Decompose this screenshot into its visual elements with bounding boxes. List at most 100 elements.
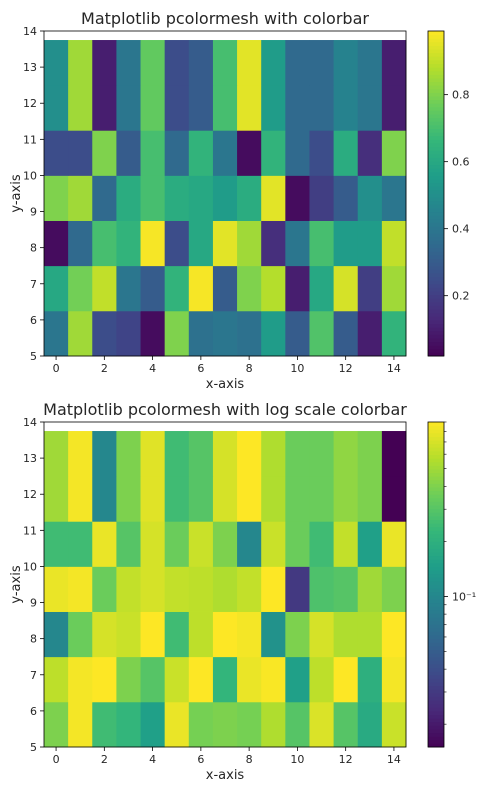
heatmap-cell — [116, 130, 141, 176]
heatmap-cell — [68, 220, 93, 267]
heatmap-cell — [188, 521, 214, 567]
colorbar-tick-label: 0.4 — [452, 223, 470, 236]
colorbar-strip — [428, 106, 444, 111]
colorbar-strip — [428, 117, 444, 122]
colorbar-strip — [428, 200, 444, 205]
colorbar-strip — [428, 497, 444, 502]
y-tick-label: 14 — [23, 25, 37, 38]
heatmap-cell — [44, 431, 69, 477]
colorbar-strip — [428, 609, 444, 614]
heatmap-cell — [140, 175, 166, 221]
heatmap-cell — [357, 566, 383, 612]
heatmap-cell — [309, 701, 334, 748]
heatmap-cell — [116, 220, 141, 267]
colorbar-strip — [428, 197, 444, 202]
colorbar-strip — [428, 352, 444, 357]
heatmap-cell — [357, 130, 383, 176]
heatmap-cell — [357, 265, 383, 312]
heatmap-cell — [309, 656, 334, 703]
x-tick-label: 0 — [53, 362, 60, 375]
heatmap-cell — [68, 85, 93, 131]
y-tick-label: 9 — [30, 206, 37, 219]
heatmap-cell — [44, 476, 69, 522]
colorbar-strip — [428, 337, 444, 343]
heatmap-cell — [212, 431, 238, 477]
colorbar-strip — [428, 425, 444, 430]
colorbar-strip — [428, 189, 444, 194]
colorbar-strip — [428, 580, 444, 585]
colorbar-strip — [428, 494, 444, 499]
heatmap-cell — [164, 521, 190, 567]
heatmap-cell — [261, 40, 286, 86]
heatmap-cell — [333, 85, 359, 131]
heatmap-cell — [309, 521, 334, 567]
colorbar-strip — [428, 31, 444, 36]
heatmap-cell — [212, 130, 238, 176]
colorbar-strip — [428, 710, 444, 715]
colorbar-strip — [428, 150, 444, 155]
colorbar-strip — [428, 139, 444, 144]
heatmap-cell — [357, 521, 383, 567]
heatmap-cell — [237, 130, 262, 176]
colorbar-strip — [428, 454, 444, 459]
colorbar-strip — [428, 638, 444, 643]
heatmap-cell — [381, 431, 407, 477]
colorbar-strip — [428, 330, 444, 335]
colorbar-strip — [428, 533, 444, 539]
colorbar-strip — [428, 291, 444, 296]
colorbar-strip — [428, 114, 444, 119]
colorbar-strip — [428, 537, 444, 542]
heatmap-cell — [164, 431, 190, 477]
colorbar-strip — [428, 298, 444, 303]
y-axis-label: y-axis — [9, 565, 24, 603]
x-tick-label: 14 — [387, 753, 401, 766]
heatmap-cell — [92, 431, 117, 477]
heatmap-cell — [188, 701, 214, 748]
heatmap-cell — [140, 85, 166, 131]
colorbar-strip — [428, 468, 444, 474]
heatmap-cell — [381, 220, 407, 267]
heatmap-cell — [188, 220, 214, 267]
x-tick-label: 6 — [197, 362, 204, 375]
heatmap-cell — [381, 265, 407, 312]
heatmap-cell — [333, 175, 359, 221]
y-tick-label: 7 — [30, 669, 37, 682]
heatmap-cell — [357, 40, 383, 86]
colorbar-strip — [428, 483, 444, 488]
heatmap-cell — [309, 220, 334, 267]
x-tick-label: 4 — [149, 362, 156, 375]
heatmap-cell — [381, 175, 407, 221]
colorbar-strip — [428, 341, 444, 346]
heatmap-cell — [333, 310, 359, 357]
heatmap-cell — [381, 130, 407, 176]
x-tick-label: 8 — [246, 753, 253, 766]
colorbar-strip — [428, 732, 444, 737]
colorbar-strip — [428, 161, 444, 166]
heatmap-cell — [357, 656, 383, 703]
colorbar-tick-label: 0.6 — [452, 156, 470, 169]
heatmap-cell — [140, 220, 166, 267]
heatmap-cell — [237, 701, 262, 748]
colorbar-strip — [428, 552, 444, 557]
heatmap-cell — [285, 175, 310, 221]
colorbar-strip — [428, 562, 444, 567]
heatmap-cell — [188, 130, 214, 176]
heatmap-cell — [188, 656, 214, 703]
heatmap-cell — [44, 701, 69, 748]
heatmap-cell — [333, 611, 359, 658]
heatmap-cell — [116, 521, 141, 567]
heatmap-cell — [140, 431, 166, 477]
colorbar-strip — [428, 523, 444, 528]
heatmap-cell — [381, 521, 407, 567]
heatmap-cell — [237, 521, 262, 567]
heatmap-cell — [68, 431, 93, 477]
y-tick-label: 9 — [30, 597, 37, 610]
heatmap-cell — [357, 310, 383, 357]
x-tick-label: 10 — [290, 753, 304, 766]
heatmap-cell — [237, 85, 262, 131]
colorbar-strip — [428, 736, 444, 741]
colorbar-strip — [428, 204, 444, 209]
colorbar-strip — [428, 305, 444, 310]
heatmap-cell — [140, 130, 166, 176]
heatmap-cell — [237, 265, 262, 312]
